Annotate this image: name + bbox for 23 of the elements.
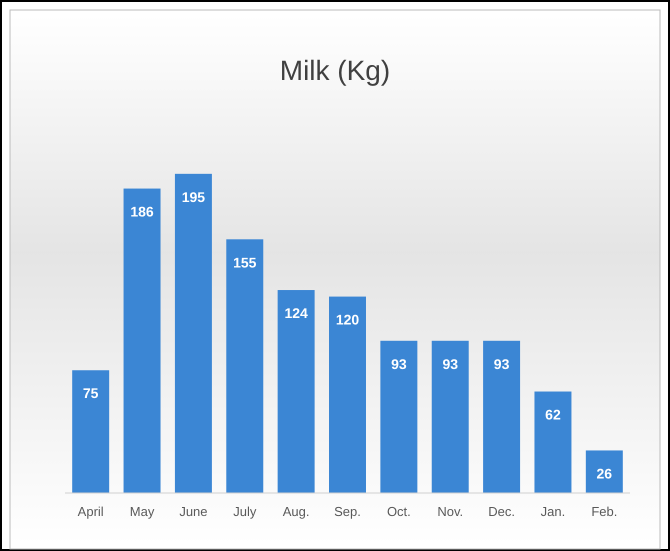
- x-tick-label: Sep.: [334, 504, 361, 520]
- data-label: 26: [596, 465, 612, 482]
- data-label: 93: [494, 356, 510, 372]
- data-label: 93: [442, 356, 458, 372]
- x-tick-label: Dec.: [488, 504, 515, 520]
- x-tick-label: Jan.: [540, 504, 566, 520]
- x-tick-label: Feb.: [591, 504, 618, 520]
- data-label: 195: [182, 188, 206, 205]
- data-label: 186: [130, 204, 154, 220]
- x-tick-label: July: [233, 504, 257, 520]
- data-label: 120: [336, 312, 360, 328]
- x-tick-label: May: [130, 504, 155, 520]
- x-tick-label: Oct.: [386, 504, 411, 520]
- data-label: 75: [82, 385, 99, 402]
- data-label: 93: [391, 356, 407, 372]
- x-tick-label: April: [78, 504, 104, 520]
- x-tick-label: June: [179, 504, 208, 520]
- x-tick-label: Nov.: [437, 504, 464, 520]
- data-label: 124: [284, 305, 308, 322]
- data-label: 155: [233, 254, 257, 270]
- chart-title: Milk (Kg): [280, 55, 390, 86]
- x-tick-label: Aug.: [282, 504, 310, 520]
- data-label: 62: [545, 406, 561, 423]
